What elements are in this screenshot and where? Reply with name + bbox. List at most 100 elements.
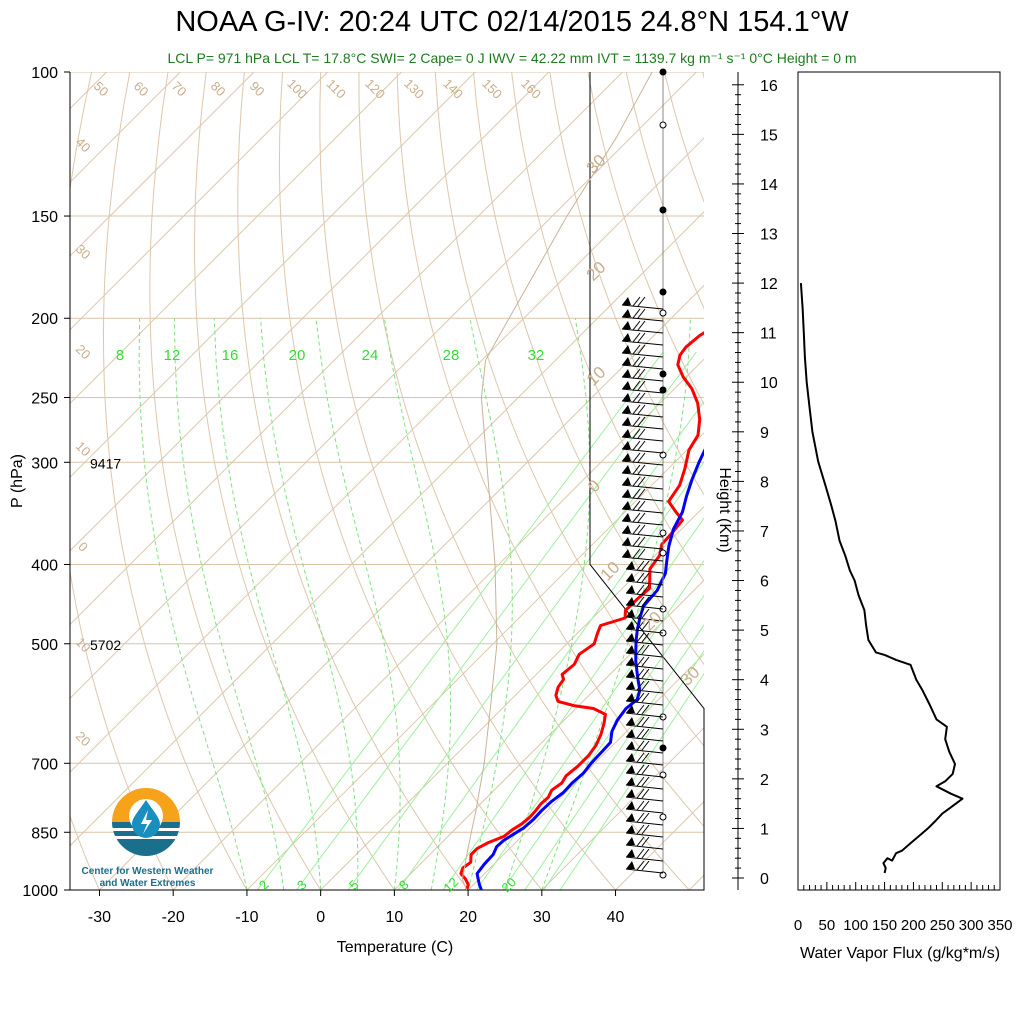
wind-barb-flag <box>632 452 641 463</box>
flux-tick-label: 100 <box>843 917 868 934</box>
wind-barb-flag <box>632 476 641 487</box>
mixing-ratio-label: 28 <box>443 347 460 364</box>
isotherm-line <box>763 72 1024 890</box>
wind-barb-flag <box>637 356 646 367</box>
height-tick-label: 7 <box>760 524 769 541</box>
wind-barb-pennant <box>622 309 631 317</box>
height-tick-label: 6 <box>760 574 769 591</box>
wind-barb-flag <box>636 692 645 703</box>
wind-barb-shaft <box>625 616 664 622</box>
wind-level-marker <box>659 744 667 752</box>
wind-barb-flag <box>641 632 650 643</box>
wind-barb-flag <box>636 812 645 823</box>
wind-barb-shaft <box>625 652 664 658</box>
wind-barb <box>625 644 664 658</box>
pressure-tick-label: 300 <box>31 455 58 472</box>
isotherm-line <box>541 727 704 890</box>
wind-barb <box>625 596 664 610</box>
wind-barb-flag <box>636 704 645 715</box>
dry-adiabat-line <box>358 72 690 890</box>
isotherm-line <box>70 72 550 552</box>
temperature-tick-label: -20 <box>162 909 185 926</box>
wind-barb-flag <box>632 500 641 511</box>
wind-barb <box>621 452 664 466</box>
wind-barb <box>625 800 664 814</box>
wind-barb-flag <box>632 512 641 523</box>
wind-barb-pennant <box>626 561 635 569</box>
wind-barb-pennant <box>622 321 631 329</box>
wind-barb-flag <box>632 524 641 535</box>
dry-adiabat-line <box>549 72 704 496</box>
moist-adiabat-line <box>504 318 591 890</box>
flux-tick-label: 350 <box>987 917 1012 934</box>
dry-adiabat-label: 140 <box>440 76 466 102</box>
pressure-tick-label: 250 <box>31 391 58 408</box>
wind-barb-shaft <box>621 376 664 382</box>
height-tick-label: 8 <box>760 474 769 491</box>
wind-barb-shaft <box>625 748 664 754</box>
wind-barb-flag <box>636 824 645 835</box>
wind-barb-flag <box>637 548 646 559</box>
wind-barb <box>625 608 664 622</box>
wind-barb <box>625 824 664 838</box>
wind-barb <box>625 572 664 586</box>
wind-barb-flag <box>641 572 650 583</box>
wind-barb-pennant <box>626 753 635 761</box>
wind-barb-flag <box>632 464 641 475</box>
wind-barb-shaft <box>621 556 664 562</box>
wind-barb-flag <box>636 608 645 619</box>
wind-barb-shaft <box>621 400 664 406</box>
wind-barb-flag <box>641 668 650 679</box>
wind-barb-flag <box>636 560 645 571</box>
wind-barb-shaft <box>625 568 664 574</box>
mixing-ratio-line <box>442 517 704 890</box>
wind-barb <box>625 704 664 718</box>
wind-barb-flag <box>637 344 646 355</box>
dry-adiabat-line <box>70 814 101 890</box>
wind-barb-shaft <box>625 844 664 850</box>
mixing-ratio-line <box>559 672 704 890</box>
wind-barb <box>621 464 664 478</box>
moist-adiabat-line <box>541 318 691 890</box>
wind-barb-pennant <box>626 837 635 845</box>
dry-adiabat-label: 70 <box>169 78 190 99</box>
mixing-ratio-line <box>397 460 704 890</box>
height-tick-label: 2 <box>760 772 769 789</box>
wind-barb-pennant <box>622 405 631 413</box>
dry-adiabat-line <box>625 72 704 310</box>
temperature-tick-label: 30 <box>533 909 551 926</box>
mixing-ratio-line <box>502 594 704 890</box>
wind-barb-flag <box>636 776 645 787</box>
skewt-frame <box>69 72 705 891</box>
wind-barb <box>625 860 664 874</box>
wind-barb-flag <box>636 584 645 595</box>
dry-adiabat-line <box>894 72 1024 907</box>
wind-barb-pennant <box>622 393 631 401</box>
wind-barb-flag <box>641 812 650 823</box>
wind-barb-flag <box>641 800 650 811</box>
flux-tick-label: 0 <box>794 917 802 934</box>
moist-adiabat-line <box>174 318 285 890</box>
wind-barb-flag <box>636 788 645 799</box>
wind-barb-shaft <box>625 784 664 790</box>
mixing-ratio-label: 12 <box>164 347 181 364</box>
wind-barb-pennant <box>622 453 631 461</box>
wind-level-marker <box>659 288 667 296</box>
wind-barb-pennant <box>626 609 635 617</box>
isotherm-line <box>467 653 704 890</box>
flux-tick-label: 300 <box>959 917 984 934</box>
height-tick-label: 16 <box>760 78 778 95</box>
flux-tick-label: 150 <box>872 917 897 934</box>
wind-barb <box>621 356 664 370</box>
pressure-tick-label: 500 <box>31 637 58 654</box>
isotherm-line <box>70 72 623 626</box>
wind-barb-shaft <box>625 688 664 694</box>
wind-barb-flag <box>632 416 641 427</box>
mixing-ratio-line <box>256 351 664 890</box>
dry-adiabat-line <box>817 72 1024 907</box>
temperature-tick-label: -30 <box>88 909 111 926</box>
isotherm-label: 30 <box>73 241 94 262</box>
wind-level-marker <box>659 309 667 317</box>
wind-barb-pennant <box>626 645 635 653</box>
wind-barb-shaft <box>625 724 664 730</box>
